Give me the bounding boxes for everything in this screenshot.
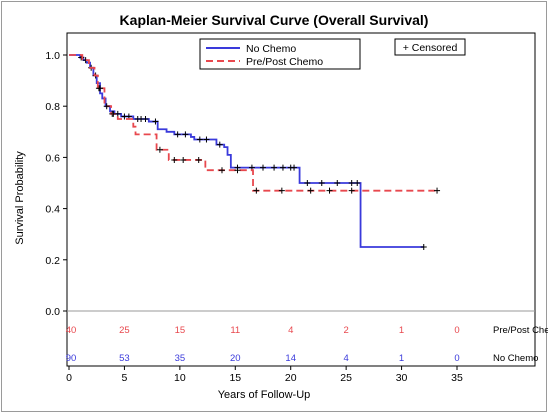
at-risk-count: 90 xyxy=(66,353,77,364)
at-risk-table: 40 25 15 11 4 2 1 0 Pre/Post Chemo 90 53 35 20 14 4 1 0 N… xyxy=(66,325,548,364)
censored-mark xyxy=(420,244,427,250)
censored-mark xyxy=(291,164,298,171)
at-risk-count: 40 xyxy=(66,325,77,336)
at-risk-count: 25 xyxy=(119,325,130,336)
censored-mark xyxy=(354,180,361,186)
y-tick-label: 0.4 xyxy=(45,204,60,216)
censored-mark xyxy=(203,136,210,143)
at-risk-count: 0 xyxy=(454,325,459,336)
x-tick-label: 20 xyxy=(285,372,297,384)
at-risk-row-label: No Chemo xyxy=(493,353,538,364)
censored-legend-label: + Censored xyxy=(403,42,458,54)
y-tick-label: 0.8 xyxy=(45,101,60,113)
at-risk-count: 4 xyxy=(288,325,293,336)
y-tick-label: 0.2 xyxy=(45,255,60,267)
legend-label: No Chemo xyxy=(246,43,296,55)
censored-mark xyxy=(318,180,325,186)
y-tick-label: 0.0 xyxy=(45,306,60,318)
censored-mark xyxy=(156,146,163,153)
censored-mark xyxy=(307,187,314,194)
legend-box xyxy=(199,38,361,70)
at-risk-count: 53 xyxy=(119,353,130,364)
survival-step-line xyxy=(69,54,438,192)
at-risk-count: 2 xyxy=(343,325,348,336)
x-tick-label: 30 xyxy=(396,372,408,384)
censored-mark xyxy=(174,131,181,138)
censored-mark xyxy=(216,141,223,148)
censored-mark xyxy=(260,164,266,171)
censored-mark xyxy=(142,116,149,122)
x-tick-label: 0 xyxy=(66,372,72,384)
legend-label: Pre/Post Chemo xyxy=(246,56,323,68)
censored-mark xyxy=(271,164,278,171)
at-risk-count: 15 xyxy=(175,325,186,336)
censored-mark xyxy=(253,187,260,194)
at-risk-count: 0 xyxy=(454,353,459,364)
censored-mark xyxy=(334,180,341,186)
at-risk-row-label: Pre/Post Chemo xyxy=(493,325,548,336)
at-risk-count: 4 xyxy=(343,353,348,364)
y-tick-label: 1.0 xyxy=(45,50,60,62)
at-risk-count: 1 xyxy=(399,325,404,336)
at-risk-count: 11 xyxy=(230,325,240,336)
at-risk-count: 14 xyxy=(285,353,296,364)
censored-mark xyxy=(218,167,225,174)
x-tick-label: 25 xyxy=(340,372,352,384)
x-tick-label: 15 xyxy=(229,372,241,384)
x-tick-label: 5 xyxy=(122,372,128,384)
censored-mark xyxy=(152,118,159,125)
series-pre-post-chemo xyxy=(69,54,441,194)
censored-mark xyxy=(348,180,355,186)
censored-mark xyxy=(97,85,104,92)
series-no-chemo xyxy=(69,54,427,250)
x-tick-label: 10 xyxy=(174,372,186,384)
chart-title: Kaplan-Meier Survival Curve (Overall Sur… xyxy=(120,12,429,28)
x-axis-label: Years of Follow-Up xyxy=(218,389,311,401)
at-risk-count: 35 xyxy=(175,353,186,364)
censored-mark xyxy=(171,156,178,163)
plot-border xyxy=(66,32,536,367)
at-risk-count: 20 xyxy=(230,353,241,364)
censored-mark xyxy=(278,187,285,194)
censored-mark xyxy=(434,187,441,194)
y-axis-label: Survival Probability xyxy=(14,151,26,245)
censored-mark xyxy=(234,167,241,174)
censored-mark xyxy=(195,156,202,163)
x-tick-label: 35 xyxy=(451,372,463,384)
censored-mark xyxy=(279,164,286,171)
censored-mark xyxy=(180,156,187,163)
censored-mark xyxy=(103,103,110,110)
censored-mark xyxy=(196,136,203,143)
censored-legend-box xyxy=(394,38,466,56)
at-risk-count: 1 xyxy=(399,353,404,364)
y-tick-label: 0.6 xyxy=(45,152,60,164)
censored-mark xyxy=(326,187,333,194)
survival-step-line xyxy=(69,54,424,248)
censored-mark xyxy=(304,180,311,186)
censored-mark xyxy=(182,131,189,138)
censored-mark xyxy=(348,187,355,194)
censored-mark xyxy=(110,110,117,117)
